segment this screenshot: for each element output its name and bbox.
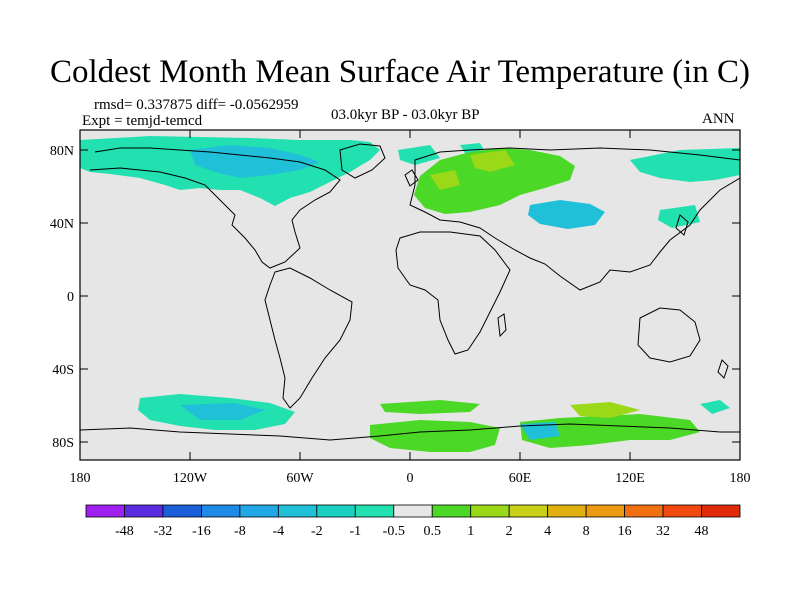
colorbar-swatch <box>124 504 164 518</box>
japan-coast <box>675 214 689 236</box>
colorbar-label: 32 <box>656 524 670 539</box>
latitude-axis: 80N 40N 0 40S 80S <box>50 144 740 451</box>
colorbar-swatch <box>239 504 279 518</box>
south-america-coast <box>264 267 353 409</box>
colorbar-label: 48 <box>695 524 709 539</box>
colorbar-label: -0.5 <box>383 524 405 539</box>
coastlines <box>80 143 740 441</box>
colorbar-swatch <box>393 504 433 518</box>
experiment-label: Expt = temjd-temcd <box>82 113 203 129</box>
colorbar-swatch <box>470 504 510 518</box>
colorbar-swatch <box>624 504 664 518</box>
lat-tick-label: 40S <box>52 363 74 378</box>
eurasia-coast <box>409 147 740 291</box>
colorbar-swatch <box>201 504 241 518</box>
eurasia-warm-region <box>414 148 575 214</box>
colorbar-label: 16 <box>618 524 632 539</box>
colorbar-label: -2 <box>311 524 323 539</box>
africa-coast <box>395 231 511 355</box>
lon-tick-label: 120E <box>615 471 645 486</box>
colorbar-label: 4 <box>544 524 551 539</box>
antarctica-coast <box>80 423 740 441</box>
lat-tick-label: 0 <box>67 290 74 305</box>
lat-tick-label: 80N <box>50 144 74 159</box>
colorbar-label: -8 <box>234 524 246 539</box>
colorbar-swatch <box>547 504 587 518</box>
season-label: ANN <box>702 111 735 127</box>
lon-tick-label: 180 <box>70 471 91 486</box>
lat-tick-label: 80S <box>52 436 74 451</box>
colorbar-label: 2 <box>506 524 513 539</box>
colorbar-label: 0.5 <box>423 524 441 539</box>
colorbar-swatch <box>354 504 395 518</box>
anomaly-fields <box>80 136 740 452</box>
lon-tick-label: 60E <box>509 471 532 486</box>
colorbar-swatch <box>85 504 125 518</box>
lon-tick-label: 180 <box>730 471 751 486</box>
antarctic-cool-patch <box>520 422 560 440</box>
british-isles-coast <box>404 169 419 187</box>
colorbar-swatch <box>431 504 472 518</box>
colorbar-label: -32 <box>154 524 173 539</box>
antarctic-warm-strong <box>570 402 640 418</box>
map-title: Coldest Month Mean Surface Air Temperatu… <box>50 54 750 90</box>
central-asia-cool-region <box>528 200 605 229</box>
antarctic-warm-region <box>370 420 500 452</box>
antarctic-warm-region-east <box>520 414 700 448</box>
greenland-coast <box>339 143 386 179</box>
north-america-coast <box>89 147 341 269</box>
southern-ocean-cool-region-strong <box>180 403 265 420</box>
colorbar-swatch <box>662 504 702 518</box>
nz-cool-patch <box>700 400 730 414</box>
colorbar-label: -16 <box>192 524 211 539</box>
madagascar-coast <box>497 313 507 338</box>
colorbar-swatch <box>701 504 741 518</box>
lon-tick-label: 0 <box>407 471 414 486</box>
lat-tick-label: 40N <box>50 217 74 232</box>
colorbar-label: 1 <box>467 524 474 539</box>
colorbar-label: -48 <box>115 524 134 539</box>
eurasia-warm-region-strong <box>470 150 515 172</box>
colorbar-swatch <box>162 504 202 518</box>
lon-tick-label: 60W <box>286 471 314 486</box>
period-label: 03.0kyr BP - 03.0kyr BP <box>331 107 480 123</box>
australia-coast <box>637 307 701 363</box>
warm-patch-north <box>430 170 460 190</box>
colorbar-label: -1 <box>349 524 361 539</box>
colorbar-label: 8 <box>583 524 590 539</box>
colorbar-label: -4 <box>273 524 285 539</box>
colorbar: -48 -32 -16 -8 -4 -2 -1 -0.5 0.5 1 2 4 8 16 32 48 <box>85 504 741 539</box>
colorbar-swatch <box>277 504 318 518</box>
new-zealand-coast <box>717 359 729 379</box>
colorbar-swatch <box>508 504 549 518</box>
stats-label: rmsd= 0.337875 diff= -0.0562959 <box>94 97 299 113</box>
southern-warm-band <box>380 400 480 414</box>
cool-patch-greenland <box>398 145 440 165</box>
longitude-axis: 180 120W 60W 0 60E 120E 180 <box>70 130 751 486</box>
pacific-cool-patch <box>658 205 700 228</box>
lon-tick-label: 120W <box>173 471 208 486</box>
colorbar-swatch <box>316 504 356 518</box>
colorbar-swatch <box>585 504 625 518</box>
